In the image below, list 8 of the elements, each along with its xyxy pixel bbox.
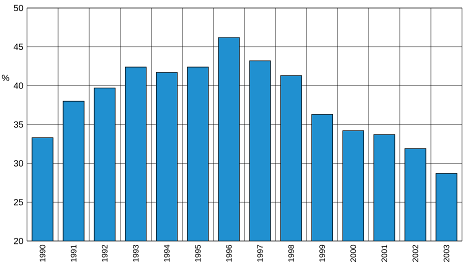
y-tick-label: 25 [14,198,24,206]
y-tick-label: 30 [14,160,24,167]
y-tick-label: 50 [14,4,24,12]
y-tick-label: 40 [14,82,24,89]
y-tick-label: 35 [14,121,24,128]
y-tick-label: 45 [14,44,24,50]
y-tick-label: 20 [14,238,24,244]
y-axis-title: % [2,74,10,82]
